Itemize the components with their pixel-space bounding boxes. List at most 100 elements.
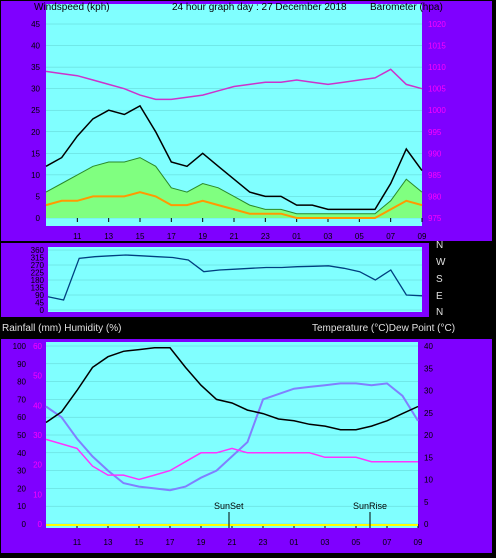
- temp-x-tick-label: 13: [104, 538, 113, 547]
- graph-title: 24 hour graph day : 27 December 2018: [172, 2, 347, 13]
- humidity-y-tick-label: 70: [17, 395, 26, 404]
- wind-y-tick-label: 5: [36, 192, 41, 201]
- barometer-line: [45, 68, 423, 101]
- humidity-y-tick-label: 100: [13, 342, 27, 351]
- humidity-y-tick-label: 90: [17, 360, 26, 369]
- temperature-y-tick-label: 15: [424, 453, 433, 462]
- temperature-y-tick-label: 10: [424, 476, 433, 485]
- wind-y-tick-label: 40: [31, 42, 40, 51]
- barometer-y-tick-label: 1010: [428, 63, 446, 72]
- temp-x-tick-label: 07: [383, 538, 392, 547]
- rainfall-y-tick-label: 10: [33, 490, 42, 499]
- wind-y-tick-label: 45: [31, 20, 40, 29]
- barometer-y-tick-label: 1000: [428, 106, 446, 115]
- compass-n-bottom: N: [436, 307, 443, 318]
- humidity-line: [45, 382, 419, 492]
- barometer-axis-title: Barometer (hpa): [370, 2, 443, 13]
- temp-x-tick-label: 23: [259, 538, 268, 547]
- wind-y-tick-label: 35: [31, 63, 40, 72]
- barometer-y-tick-label: 995: [428, 128, 442, 137]
- barometer-y-tick-label: 975: [428, 214, 442, 223]
- wind-x-tick-label: 21: [230, 232, 239, 241]
- wind-x-tick-label: 11: [73, 232, 82, 241]
- humidity-y-tick-label: 40: [17, 449, 26, 458]
- direction-y-tick-label: 180: [31, 276, 45, 285]
- humidity-y-tick-label: 30: [17, 467, 26, 476]
- rainfall-y-tick-label: 20: [33, 461, 42, 470]
- humidity-y-tick-label: 50: [17, 431, 26, 440]
- compass-e: E: [436, 291, 443, 302]
- humidity-y-tick-label: 60: [17, 413, 26, 422]
- rain-humidity-axis-title: Rainfall (mm) Humidity (%): [2, 323, 121, 334]
- rainfall-y-tick-label: 0: [38, 520, 43, 529]
- direction-y-tick-label: 315: [31, 254, 45, 263]
- humidity-y-tick-label: 0: [22, 520, 27, 529]
- rainfall-y-tick-label: 30: [33, 431, 42, 440]
- wind-average-area: [46, 157, 422, 218]
- direction-y-tick-label: 135: [31, 284, 45, 293]
- temperature-y-tick-label: 35: [424, 364, 433, 373]
- wind-x-tick-label: 03: [324, 232, 333, 241]
- temp-x-tick-label: 05: [352, 538, 361, 547]
- direction-y-tick-label: 270: [31, 261, 45, 270]
- wind-axis-title: Windspeed (kph): [34, 2, 110, 13]
- rainfall-y-tick-label: 50: [33, 372, 42, 381]
- humidity-y-tick-label: 20: [17, 484, 26, 493]
- wind-average-line: [45, 157, 423, 215]
- temp-dew-axis-title: Temperature (°C)Dew Point (°C): [312, 323, 455, 334]
- wind-x-tick-label: 13: [104, 232, 113, 241]
- barometer-y-tick-label: 1020: [428, 20, 446, 29]
- wind-x-tick-label: 01: [292, 232, 301, 241]
- direction-y-tick-label: 0: [40, 306, 45, 315]
- sunset-label: SunSet: [214, 501, 244, 511]
- wind-gust-line: [45, 104, 423, 211]
- barometer-y-tick-label: 990: [428, 149, 442, 158]
- barometer-y-tick-label: 980: [428, 192, 442, 201]
- compass-w: W: [436, 257, 446, 268]
- temp-x-tick-label: 19: [197, 538, 206, 547]
- temperature-y-tick-label: 30: [424, 387, 433, 396]
- humidity-y-tick-label: 80: [17, 378, 26, 387]
- rainfall-y-tick-label: 40: [33, 401, 42, 410]
- temp-x-tick-label: 01: [290, 538, 299, 547]
- direction-y-tick-label: 225: [31, 269, 45, 278]
- temperature-y-tick-label: 25: [424, 409, 433, 418]
- direction-y-tick-label: 90: [35, 291, 44, 300]
- humidity-y-tick-label: 10: [17, 502, 26, 511]
- barometer-y-tick-label: 1005: [428, 85, 446, 94]
- wind-y-tick-label: 15: [31, 149, 40, 158]
- wind-x-tick-label: 19: [198, 232, 207, 241]
- wind-y-tick-label: 10: [31, 171, 40, 180]
- wind-y-tick-label: 0: [36, 214, 41, 223]
- sunrise-label: SunRise: [353, 501, 387, 511]
- wind-x-tick-label: 15: [136, 232, 145, 241]
- direction-y-tick-label: 360: [31, 246, 45, 255]
- temp-x-tick-label: 15: [135, 538, 144, 547]
- wind-x-tick-label: 09: [418, 232, 427, 241]
- compass-n-top: N: [436, 240, 443, 251]
- barometer-y-tick-label: 985: [428, 171, 442, 180]
- direction-y-tick-label: 45: [35, 299, 44, 308]
- wind-y-tick-label: 25: [31, 106, 40, 115]
- rainfall-y-tick-label: 60: [33, 342, 42, 351]
- temp-x-tick-label: 11: [73, 538, 82, 547]
- dew-point-line: [45, 438, 418, 481]
- wind-x-tick-label: 05: [355, 232, 364, 241]
- barometer-y-tick-label: 1015: [428, 42, 446, 51]
- temperature-y-tick-label: 40: [424, 342, 433, 351]
- wind-x-tick-label: 17: [167, 232, 176, 241]
- temp-x-tick-label: 17: [166, 538, 175, 547]
- temperature-line: [45, 347, 419, 431]
- temp-x-tick-label: 21: [228, 538, 237, 547]
- temperature-y-tick-label: 0: [424, 520, 429, 529]
- wind-direction-line: [47, 254, 423, 301]
- temp-x-tick-label: 03: [321, 538, 330, 547]
- wind-x-tick-label: 23: [261, 232, 270, 241]
- wind-y-tick-label: 30: [31, 85, 40, 94]
- wind-y-tick-label: 20: [31, 128, 40, 137]
- wind-low-line: [45, 191, 423, 219]
- temperature-y-tick-label: 20: [424, 431, 433, 440]
- compass-s: S: [436, 274, 443, 285]
- temperature-y-tick-label: 5: [424, 498, 429, 507]
